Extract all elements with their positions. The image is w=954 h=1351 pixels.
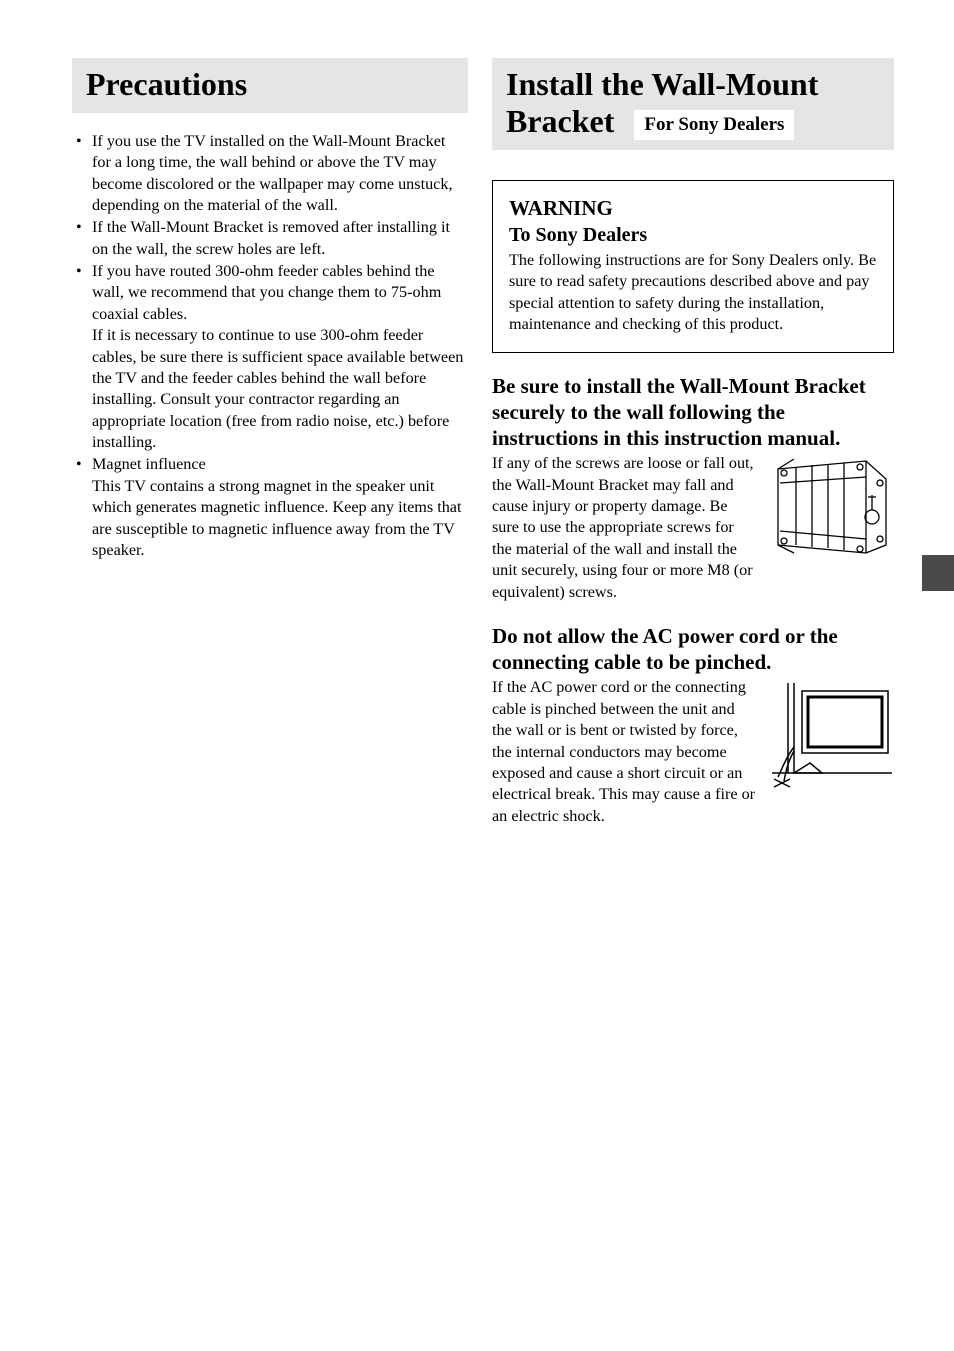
list-item-text: Magnet influence	[92, 455, 206, 473]
warning-subheading: To Sony Dealers	[509, 223, 877, 248]
warning-heading: WARNING	[509, 195, 877, 221]
section-secure-install: Be sure to install the Wall-Mount Bracke…	[492, 373, 894, 603]
install-title-line1: Install the Wall-Mount	[506, 66, 880, 103]
warning-box: WARNING To Sony Dealers The following in…	[492, 180, 894, 353]
warning-body: The following instructions are for Sony …	[509, 250, 877, 336]
precautions-list: If you use the TV installed on the Wall-…	[72, 131, 468, 562]
precautions-title-box: Precautions	[72, 58, 468, 113]
section-heading: Be sure to install the Wall-Mount Bracke…	[492, 373, 894, 452]
two-column-layout: Precautions If you use the TV installed …	[72, 58, 894, 847]
section-cable-pinch: Do not allow the AC power cord or the co…	[492, 623, 894, 827]
tv-cable-pinch-diagram-icon	[766, 677, 894, 800]
page-side-tab	[922, 555, 954, 591]
list-item: Magnet influence This TV contains a stro…	[72, 454, 468, 561]
list-item-subtext: If it is necessary to continue to use 30…	[92, 325, 468, 453]
install-title-line2-row: Bracket For Sony Dealers	[506, 103, 880, 140]
list-item-text: If you use the TV installed on the Wall-…	[92, 132, 453, 214]
wall-mount-bracket-diagram-icon	[766, 453, 894, 562]
list-item: If you use the TV installed on the Wall-…	[72, 131, 468, 217]
list-item: If you have routed 300-ohm feeder cables…	[72, 261, 468, 453]
right-column: Install the Wall-Mount Bracket For Sony …	[492, 58, 894, 847]
precautions-title: Precautions	[86, 66, 454, 103]
list-item-text: If the Wall-Mount Bracket is removed aft…	[92, 218, 450, 257]
list-item-text: If you have routed 300-ohm feeder cables…	[92, 262, 441, 323]
install-title-line2: Bracket	[506, 103, 614, 139]
install-title-box: Install the Wall-Mount Bracket For Sony …	[492, 58, 894, 150]
for-sony-dealers-badge: For Sony Dealers	[634, 110, 794, 140]
section-body-wrap: If the AC power cord or the connecting c…	[492, 677, 894, 827]
section-body-wrap: If any of the screws are loose or fall o…	[492, 453, 894, 603]
list-item: If the Wall-Mount Bracket is removed aft…	[72, 217, 468, 260]
section-heading: Do not allow the AC power cord or the co…	[492, 623, 894, 676]
list-item-subtext: This TV contains a strong magnet in the …	[92, 476, 468, 562]
left-column: Precautions If you use the TV installed …	[72, 58, 468, 847]
